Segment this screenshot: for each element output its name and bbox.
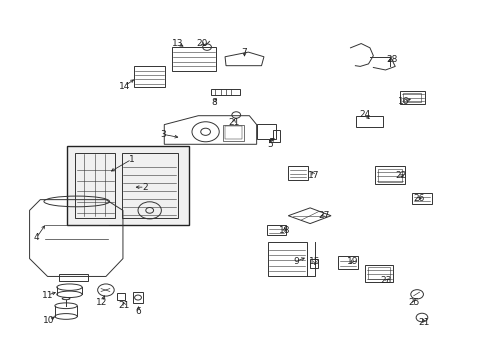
Text: 16: 16 [397, 97, 409, 106]
Text: 26: 26 [412, 194, 424, 203]
Text: 22: 22 [395, 171, 406, 180]
Bar [116, 293, 125, 300]
Bar [411, 193, 431, 204]
Text: 15: 15 [308, 257, 320, 266]
Text: 21: 21 [227, 118, 239, 127]
Text: 21: 21 [119, 301, 130, 310]
Bar [365, 265, 392, 282]
Text: 8: 8 [210, 98, 216, 107]
Text: 27: 27 [317, 211, 329, 220]
Bar [368, 267, 389, 279]
Bar [224, 126, 242, 139]
Text: 12: 12 [96, 298, 107, 307]
Text: 1: 1 [128, 155, 134, 164]
Text: 9: 9 [293, 257, 299, 266]
Bar [402, 93, 421, 102]
Text: 13: 13 [172, 39, 183, 48]
Bar [132, 292, 143, 303]
Bar [399, 91, 425, 104]
Text: 5: 5 [266, 140, 272, 149]
Bar [267, 225, 285, 235]
Bar [287, 166, 307, 180]
Bar [67, 146, 188, 225]
Text: 24: 24 [359, 111, 370, 120]
Text: 28: 28 [386, 55, 397, 64]
Bar [256, 124, 276, 139]
Text: 23: 23 [380, 276, 391, 285]
Bar [59, 274, 88, 281]
Bar [222, 125, 244, 141]
Text: 7: 7 [241, 48, 247, 57]
Bar [171, 47, 216, 71]
Bar [267, 242, 306, 276]
Text: 14: 14 [119, 82, 130, 91]
Bar [122, 153, 178, 217]
Bar [133, 66, 165, 87]
Bar [356, 116, 382, 127]
Text: 2: 2 [142, 183, 147, 192]
Bar [75, 153, 115, 217]
Text: 3: 3 [160, 130, 165, 139]
Bar [374, 166, 404, 184]
Bar [377, 169, 401, 182]
Bar [338, 256, 357, 269]
Text: 4: 4 [34, 233, 39, 242]
Text: 11: 11 [42, 291, 53, 300]
Text: 19: 19 [346, 257, 357, 266]
Text: 6: 6 [135, 307, 141, 316]
Text: 25: 25 [407, 298, 419, 307]
Text: 17: 17 [307, 171, 319, 180]
Bar [211, 89, 239, 95]
Text: 21: 21 [418, 318, 429, 327]
Text: 10: 10 [43, 316, 55, 325]
Text: 18: 18 [278, 226, 289, 235]
Text: 20: 20 [196, 39, 207, 48]
